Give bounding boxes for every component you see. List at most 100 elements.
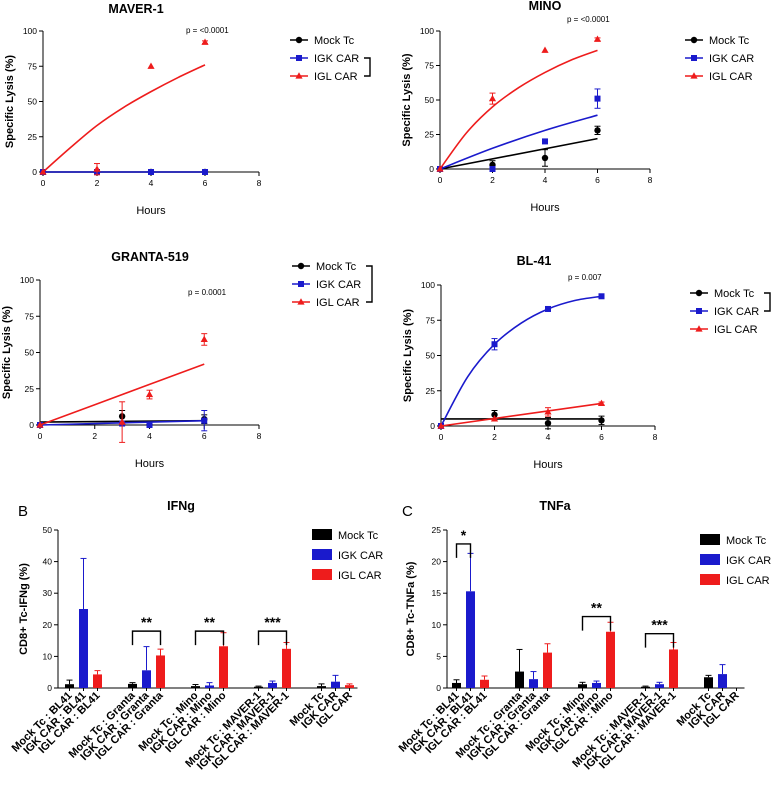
significance-bracket — [455, 543, 472, 558]
y-tick-label: 50 — [425, 95, 435, 105]
x-tick-label: 6 — [203, 178, 208, 188]
legend-bracket — [764, 292, 771, 312]
legend-bracket — [364, 57, 371, 77]
chart-title: TNFa — [539, 499, 571, 513]
y-tick-label: 0 — [32, 167, 37, 177]
y-tick-label: 50 — [426, 351, 436, 361]
bar-igk — [79, 609, 88, 688]
legend-label: IGL CAR — [709, 71, 753, 83]
panel-label: C — [402, 503, 413, 520]
bar-mock — [704, 677, 713, 688]
chart-title: MINO — [529, 0, 562, 13]
bar-igk — [142, 670, 151, 688]
y-tick-label: 100 — [421, 280, 435, 290]
y-tick-label: 0 — [436, 683, 441, 693]
chart-title: GRANTA-519 — [111, 250, 189, 264]
y-tick-label: 5 — [436, 651, 441, 661]
lysis-chart-2: GRANTA-519 0 25 50 75 100 0 2 4 6 8 Specific Lysis … — [1, 250, 373, 470]
legend-marker-mock — [695, 289, 703, 297]
bar-mock — [254, 686, 263, 688]
y-axis-label: Specific Lysis (%) — [1, 306, 13, 399]
bar-igk — [466, 591, 475, 688]
y-tick-label: 0 — [47, 683, 52, 693]
legend-marker-igk — [298, 281, 304, 287]
significance-stars: ** — [204, 614, 215, 630]
x-tick-label: 0 — [38, 431, 43, 441]
y-tick-label: 25 — [432, 525, 442, 535]
bar-igl — [282, 648, 291, 688]
significance-bracket — [644, 632, 675, 648]
legend-marker-mock — [690, 36, 698, 44]
legend-swatch-igl — [312, 569, 332, 580]
bar-igl — [156, 655, 165, 688]
data-point-mock — [594, 127, 601, 134]
legend-marker-igl — [690, 72, 698, 79]
x-tick-label: 4 — [546, 432, 551, 442]
panel-label: B — [18, 503, 28, 520]
bar-igk — [592, 682, 601, 688]
significance-stars: ** — [141, 614, 152, 630]
data-point-igk — [542, 138, 548, 145]
y-tick-label: 100 — [420, 26, 434, 36]
bar-mock — [128, 683, 137, 688]
x-tick-label: 6 — [595, 175, 600, 185]
x-tick-label: 2 — [92, 431, 97, 441]
y-tick-label: 20 — [43, 620, 53, 630]
data-point-igk — [201, 417, 208, 424]
legend-swatch-igk — [700, 554, 720, 565]
x-tick-label: 2 — [95, 178, 100, 188]
legend-swatch-igk — [312, 549, 332, 560]
legend-label: Mock Tc — [316, 261, 357, 273]
fit-line-igk — [439, 114, 598, 170]
significance-stars: *** — [264, 614, 281, 630]
bar-igl — [543, 652, 552, 688]
lysis-chart-0: MAVER-1 0 25 50 75 100 0 2 4 6 8 Specific Lysis (%)… — [4, 2, 371, 217]
y-tick-label: 30 — [43, 588, 53, 598]
legend-marker-mock — [297, 262, 305, 270]
x-tick-label: 0 — [439, 432, 444, 442]
y-tick-label: 75 — [28, 61, 38, 71]
bar-igl — [93, 674, 102, 688]
data-point-igk — [146, 422, 153, 428]
bar-mock — [641, 686, 650, 688]
y-tick-label: 100 — [20, 275, 34, 285]
y-tick-label: 50 — [43, 525, 53, 535]
data-point-igk — [491, 341, 498, 348]
x-axis-label: Hours — [135, 458, 165, 470]
legend-label: IGK CAR — [709, 53, 754, 65]
x-tick-label: 6 — [202, 431, 207, 441]
legend-marker-igl — [695, 325, 703, 332]
x-tick-label: 6 — [599, 432, 604, 442]
fit-line-igl — [39, 363, 205, 426]
legend-label: Mock Tc — [726, 535, 767, 547]
data-point-igl — [36, 421, 44, 428]
bar-igl — [219, 646, 228, 688]
y-tick-label: 25 — [25, 384, 35, 394]
legend-label: Mock Tc — [314, 35, 355, 47]
significance-bracket — [131, 630, 162, 646]
bar-igk — [529, 679, 538, 688]
bar-mock — [578, 684, 587, 688]
significance-stars: ** — [591, 600, 602, 616]
p-value: p = <0.0001 — [186, 26, 229, 35]
significance-bracket — [581, 615, 612, 631]
bar-igk — [655, 684, 664, 688]
data-point-igl — [437, 422, 445, 429]
bar-mock — [191, 686, 200, 688]
significance-stars: * — [461, 527, 467, 543]
legend-swatch-mock — [312, 529, 332, 540]
significance-bracket — [257, 630, 288, 646]
p-value: p = <0.0001 — [567, 15, 610, 24]
y-tick-label: 10 — [43, 651, 53, 661]
chart-title: IFNg — [167, 499, 195, 513]
x-tick-label: 0 — [438, 175, 443, 185]
y-tick-label: 100 — [23, 26, 37, 36]
data-point-igk — [489, 166, 496, 172]
legend-label: IGK CAR — [314, 53, 359, 65]
p-value: p = 0.007 — [568, 273, 602, 282]
y-tick-label: 25 — [425, 130, 435, 140]
bar-mock — [65, 684, 74, 688]
fit-line-igl — [440, 402, 602, 427]
bar-igk — [331, 681, 340, 688]
